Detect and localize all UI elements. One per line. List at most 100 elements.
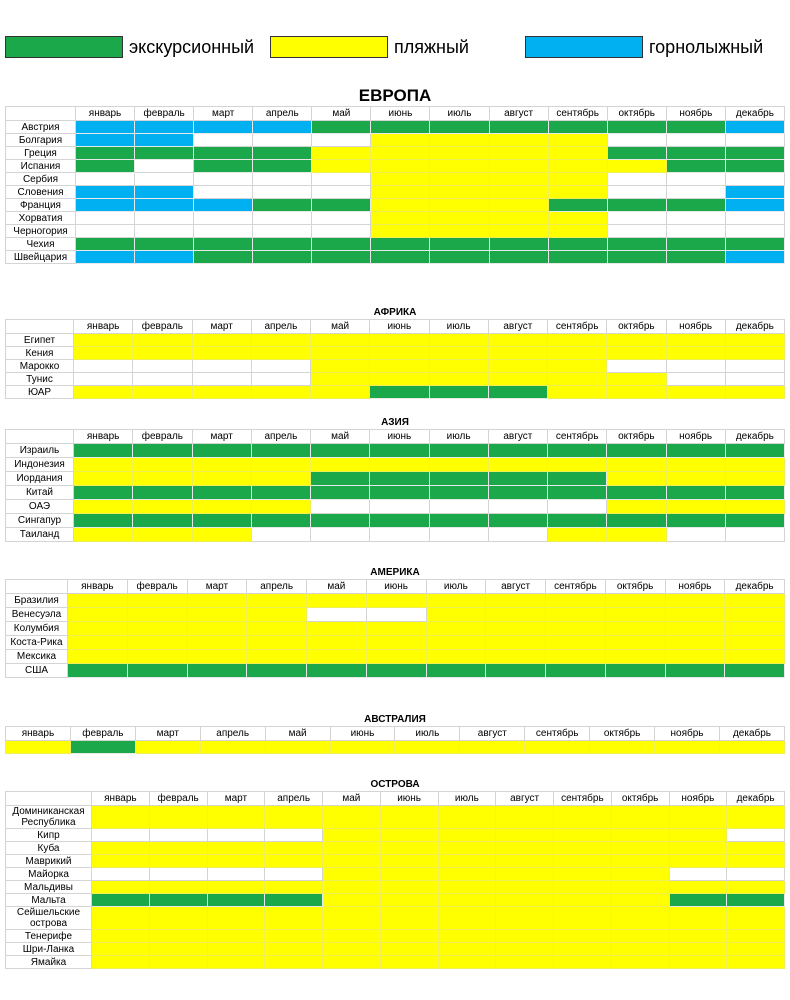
header-row: январь февраль март апрель май июнь июль август… bbox=[5, 319, 786, 334]
row-label: Коста-Рика bbox=[5, 635, 68, 650]
season-cell bbox=[134, 146, 195, 160]
season-cell bbox=[487, 527, 549, 542]
season-cell bbox=[264, 880, 323, 894]
month-header: октябрь bbox=[606, 429, 667, 444]
table-row: Куба bbox=[5, 841, 785, 855]
season-cell bbox=[206, 880, 266, 894]
season-cell bbox=[67, 593, 128, 608]
month-header: август bbox=[487, 319, 549, 334]
season-cell bbox=[379, 906, 439, 930]
month-header: декабрь bbox=[726, 791, 785, 806]
season-cell bbox=[724, 471, 786, 486]
season-cell bbox=[322, 929, 381, 943]
season-cell bbox=[252, 211, 313, 225]
season-cell bbox=[134, 237, 195, 251]
section-title: АЗИЯ bbox=[381, 417, 409, 428]
season-cell bbox=[724, 443, 786, 458]
season-cell bbox=[193, 237, 254, 251]
season-cell bbox=[425, 635, 487, 650]
season-cell bbox=[428, 372, 489, 386]
season-cell bbox=[309, 359, 371, 373]
season-cell bbox=[668, 893, 728, 907]
season-cell bbox=[485, 635, 546, 650]
season-cell bbox=[495, 955, 554, 969]
season-cell bbox=[132, 457, 193, 472]
season-cell bbox=[322, 942, 381, 956]
season-cell bbox=[610, 906, 670, 930]
month-header: июнь bbox=[369, 319, 430, 334]
season-cell bbox=[394, 740, 461, 754]
legend-label: экскурсионный bbox=[129, 36, 255, 57]
month-header: март bbox=[186, 579, 248, 594]
season-cell bbox=[370, 185, 431, 199]
season-cell bbox=[604, 635, 666, 650]
season-cell bbox=[193, 211, 254, 225]
season-cell bbox=[429, 120, 490, 134]
season-cell bbox=[665, 146, 726, 160]
season-cell bbox=[589, 740, 656, 754]
season-cell bbox=[126, 663, 188, 678]
month-header: июнь bbox=[365, 579, 427, 594]
row-label: Венесуэла bbox=[5, 607, 68, 622]
season-cell bbox=[191, 372, 252, 386]
row-label: Бразилия bbox=[5, 593, 68, 608]
season-cell bbox=[193, 185, 254, 199]
season-cell bbox=[610, 854, 670, 868]
season-cell bbox=[437, 929, 497, 943]
header-row: январь февраль март апрель май июнь июль август… bbox=[5, 726, 786, 741]
season-cell bbox=[724, 198, 786, 212]
season-cell bbox=[72, 333, 134, 347]
season-cell bbox=[193, 250, 254, 264]
season-cell bbox=[724, 385, 786, 399]
month-header: февраль bbox=[69, 726, 136, 741]
season-cell bbox=[665, 133, 726, 147]
month-header: июль bbox=[428, 429, 489, 444]
month-header: октябрь bbox=[606, 106, 667, 121]
season-cell bbox=[369, 333, 430, 347]
season-cell bbox=[250, 527, 312, 542]
row-label: Таиланд bbox=[5, 527, 74, 542]
month-header: ноябрь bbox=[664, 579, 726, 594]
season-cell bbox=[365, 635, 427, 650]
season-cell bbox=[369, 359, 430, 373]
month-header: июнь bbox=[329, 726, 396, 741]
season-cell bbox=[665, 172, 726, 186]
season-cell bbox=[428, 359, 489, 373]
season-cell bbox=[665, 385, 726, 399]
season-cell bbox=[724, 513, 786, 528]
month-header: сентябрь bbox=[524, 726, 591, 741]
season-cell bbox=[724, 185, 786, 199]
season-cell bbox=[67, 649, 128, 664]
season-cell bbox=[191, 346, 252, 360]
season-cell bbox=[306, 607, 367, 622]
header-row: январь февраль март апрель май июнь июль август… bbox=[5, 579, 785, 594]
row-label: Кения bbox=[5, 346, 74, 360]
month-header: август bbox=[485, 579, 546, 594]
season-cell bbox=[132, 359, 193, 373]
season-cell bbox=[74, 146, 136, 160]
table-row: Колумбия bbox=[5, 621, 785, 636]
season-cell bbox=[72, 346, 134, 360]
season-cell bbox=[322, 828, 381, 842]
season-cell bbox=[72, 457, 134, 472]
season-cell bbox=[668, 854, 728, 868]
season-cell bbox=[545, 593, 606, 608]
season-cell bbox=[546, 385, 608, 399]
season-cell bbox=[664, 593, 726, 608]
month-header: март bbox=[191, 429, 252, 444]
season-cell bbox=[665, 333, 726, 347]
table-row: Сейшельские острова bbox=[5, 906, 785, 930]
season-cell bbox=[250, 443, 312, 458]
table-row: Коста-Рика bbox=[5, 635, 785, 650]
season-cell bbox=[134, 740, 201, 754]
season-cell bbox=[546, 443, 608, 458]
season-cell bbox=[726, 942, 785, 956]
season-cell bbox=[379, 955, 439, 969]
season-cell bbox=[191, 485, 252, 500]
corner-cell bbox=[5, 791, 92, 806]
section-title: ЕВРОПА bbox=[358, 86, 432, 105]
season-cell bbox=[546, 513, 608, 528]
season-cell bbox=[309, 372, 371, 386]
month-header: апрель bbox=[199, 726, 266, 741]
month-header: август bbox=[488, 106, 549, 121]
